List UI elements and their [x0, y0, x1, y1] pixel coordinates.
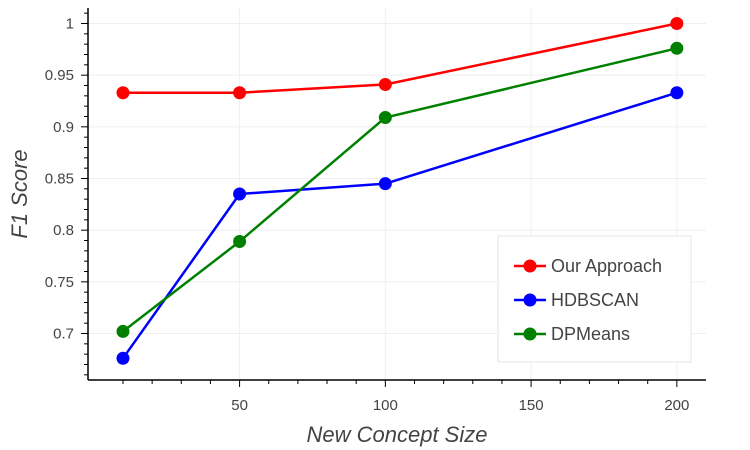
grid-lines: [88, 8, 706, 380]
series-line-hdbscan: [121, 91, 678, 360]
data-point-dpmeans: [233, 235, 247, 249]
data-point-dpmeans: [116, 324, 130, 338]
y-tick-label: 0.75: [45, 274, 74, 291]
data-point-hdbscan: [378, 177, 392, 191]
data-point-our-approach: [233, 86, 247, 100]
y-tick-label: 0.7: [53, 326, 74, 343]
legend: Our Approach HDBSCAN DPMeans: [497, 235, 692, 363]
series-line-our-approach: [122, 22, 678, 94]
axes: [87, 8, 706, 381]
y-axis-title: F1 Score: [7, 149, 32, 238]
series-dpmeans: [116, 41, 684, 338]
y-tick-label: 0.9: [53, 119, 74, 136]
y-tick-label: 0.85: [45, 171, 74, 188]
series-line-dpmeans: [122, 47, 678, 333]
x-tick-label: 50: [231, 397, 248, 414]
y-tick-label: 0.95: [45, 67, 74, 84]
x-tick-label: 100: [373, 397, 398, 414]
legend-item-dpmeans: DPMeans: [514, 324, 630, 344]
legend-swatch-marker: [523, 293, 537, 307]
data-point-hdbscan: [116, 351, 130, 365]
data-point-hdbscan: [670, 86, 684, 100]
x-tick-label: 200: [664, 397, 689, 414]
legend-items: Our Approach HDBSCAN DPMeans: [514, 256, 662, 344]
legend-label: Our Approach: [551, 256, 662, 276]
series-our-approach: [116, 17, 684, 100]
legend-label: HDBSCAN: [551, 290, 639, 310]
legend-swatch-marker: [523, 327, 537, 341]
x-axis-title: New Concept Size: [307, 422, 488, 447]
axis-ticks: 50 100 150 200 0.7 0.75 0.8 0.85 0.9 0.95 1: [45, 12, 689, 414]
data-point-hdbscan: [233, 187, 247, 201]
legend-label: DPMeans: [551, 324, 630, 344]
legend-item-our-approach: Our Approach: [514, 256, 662, 276]
y-tick-label: 0.8: [53, 222, 74, 239]
data-series: [116, 17, 684, 365]
data-point-our-approach: [116, 86, 130, 100]
data-point-our-approach: [670, 17, 684, 30]
data-point-dpmeans: [378, 111, 392, 125]
data-point-our-approach: [378, 77, 392, 91]
x-tick-label: 150: [519, 397, 544, 414]
series-hdbscan: [116, 86, 684, 365]
legend-swatch-marker: [523, 259, 537, 273]
legend-item-hdbscan: HDBSCAN: [514, 290, 639, 310]
y-tick-label: 1: [66, 16, 74, 33]
data-point-dpmeans: [670, 41, 684, 55]
